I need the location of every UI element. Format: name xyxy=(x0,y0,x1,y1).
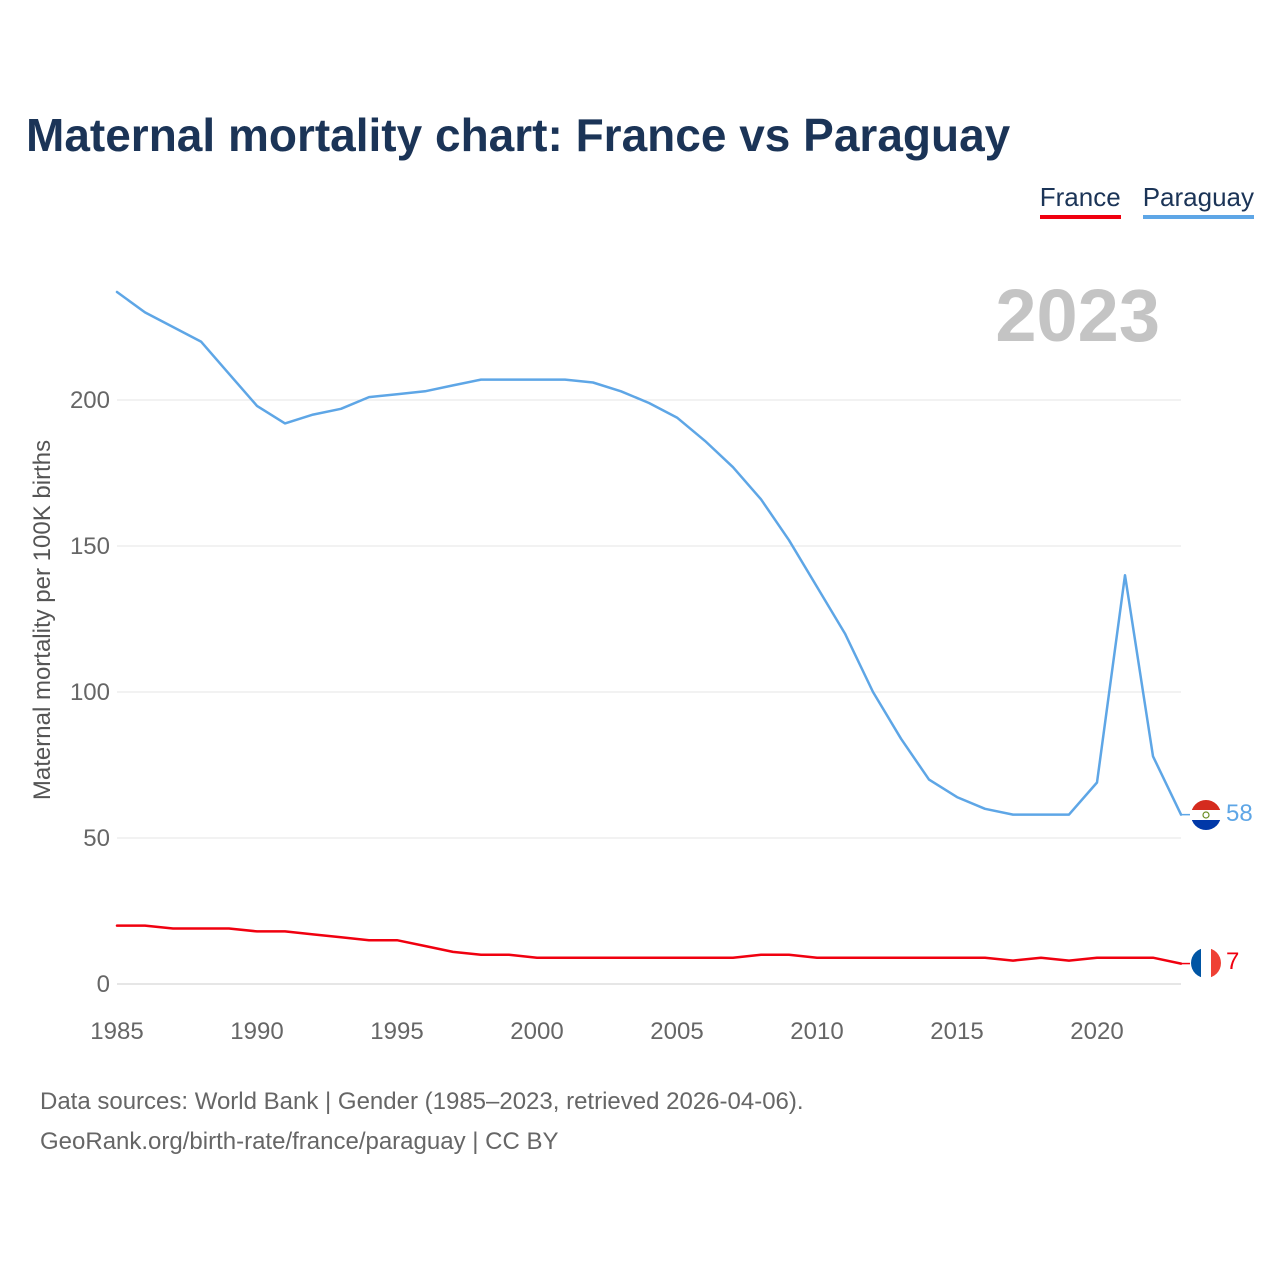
x-tick-label: 1985 xyxy=(90,1018,143,1045)
y-tick-label: 50 xyxy=(83,825,110,852)
legend-item-paraguay[interactable]: Paraguay xyxy=(1142,182,1254,219)
source-line-2: GeoRank.org/birth-rate/france/paraguay |… xyxy=(40,1128,559,1155)
year-watermark: 2023 xyxy=(995,274,1160,357)
y-tick-label: 150 xyxy=(70,533,110,560)
series-line-france xyxy=(115,924,1183,965)
end-label-paraguay: 58 xyxy=(1226,800,1253,827)
y-tick-label: 0 xyxy=(97,971,110,998)
x-tick-label: 1990 xyxy=(230,1018,283,1045)
paraguay-flag-icon xyxy=(1191,800,1221,830)
x-tick-label: 2000 xyxy=(510,1018,563,1045)
y-tick-label: 100 xyxy=(70,679,110,706)
y-tick-label: 200 xyxy=(70,387,110,414)
series-line-paraguay xyxy=(115,290,1183,816)
legend: France Paraguay xyxy=(1039,182,1254,219)
france-flag-icon xyxy=(1191,948,1221,978)
x-tick-label: 2005 xyxy=(650,1018,703,1045)
y-axis-label: Maternal mortality per 100K births xyxy=(29,440,56,800)
source-line-1: Data sources: World Bank | Gender (1985–… xyxy=(40,1088,804,1115)
legend-item-france[interactable]: France xyxy=(1039,182,1121,219)
x-tick-label: 2010 xyxy=(790,1018,843,1045)
x-tick-label: 2015 xyxy=(930,1018,983,1045)
page-title: Maternal mortality chart: France vs Para… xyxy=(26,109,1011,161)
x-tick-label: 2020 xyxy=(1070,1018,1123,1045)
x-tick-label: 1995 xyxy=(370,1018,423,1045)
end-label-france: 7 xyxy=(1226,948,1239,975)
